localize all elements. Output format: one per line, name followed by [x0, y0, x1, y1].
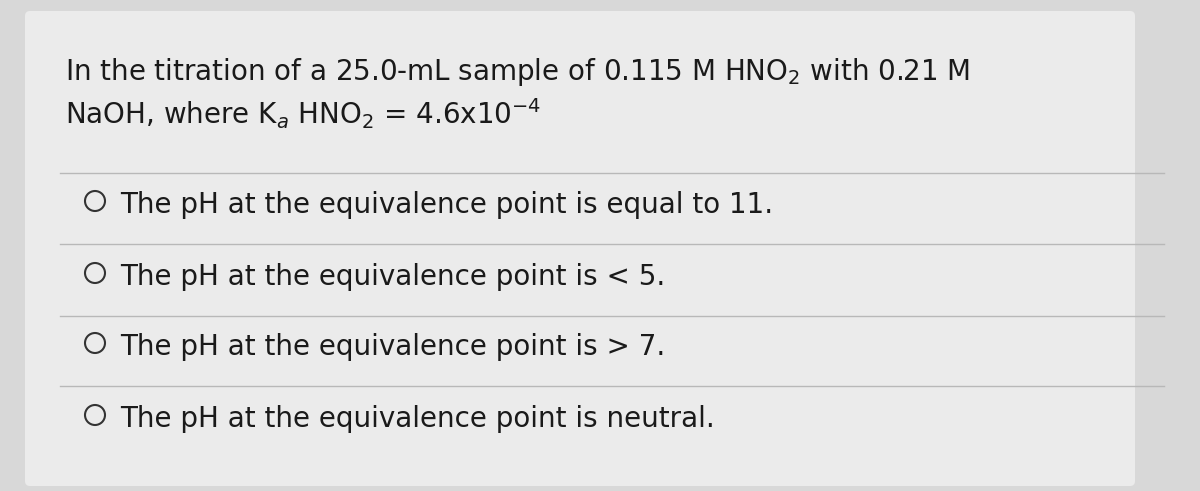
Text: NaOH, where K$_a$ HNO$_2$ = 4.6x10$^{-4}$: NaOH, where K$_a$ HNO$_2$ = 4.6x10$^{-4}… — [65, 96, 541, 131]
FancyBboxPatch shape — [25, 11, 1135, 486]
Text: The pH at the equivalence point is < 5.: The pH at the equivalence point is < 5. — [120, 263, 665, 291]
Text: The pH at the equivalence point is > 7.: The pH at the equivalence point is > 7. — [120, 333, 665, 361]
Text: The pH at the equivalence point is equal to 11.: The pH at the equivalence point is equal… — [120, 191, 773, 219]
Text: In the titration of a 25.0-mL sample of 0.115 M HNO$_2$ with 0.21 M: In the titration of a 25.0-mL sample of … — [65, 56, 970, 88]
Text: The pH at the equivalence point is neutral.: The pH at the equivalence point is neutr… — [120, 405, 715, 433]
